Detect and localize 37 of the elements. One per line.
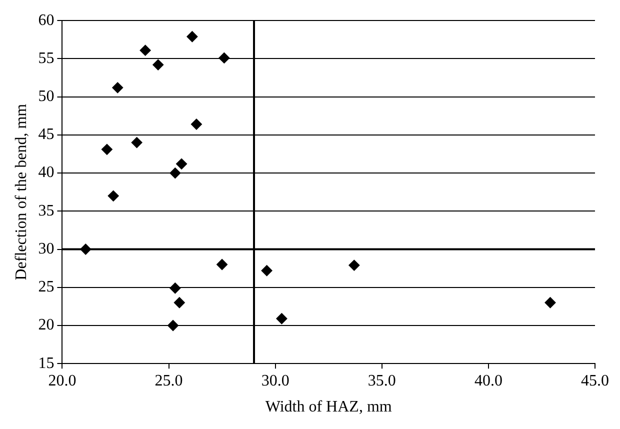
point xyxy=(131,137,142,148)
point xyxy=(544,297,556,308)
point xyxy=(112,82,124,94)
x-tick-label: 35.0 xyxy=(368,372,396,390)
point xyxy=(216,259,228,270)
y-tick-label: 25 xyxy=(38,278,54,296)
y-tick-label: 60 xyxy=(38,12,54,29)
y-tick-label: 30 xyxy=(38,240,54,258)
point xyxy=(108,190,119,202)
point xyxy=(261,265,272,276)
point xyxy=(176,158,188,170)
y-tick-label: 40 xyxy=(38,164,54,182)
x-axis-title: Width of HAZ, mm xyxy=(265,398,392,416)
point xyxy=(190,118,202,130)
x-tick-label: 25.0 xyxy=(154,372,183,390)
point xyxy=(168,320,179,331)
x-tick-label: 45.0 xyxy=(581,372,609,390)
x-tick-label: 40.0 xyxy=(474,372,502,390)
y-tick-label: 55 xyxy=(38,50,54,67)
y-tick-label: 35 xyxy=(38,202,54,220)
point xyxy=(101,144,112,155)
y-axis-title: Deflection of the bend, mm xyxy=(12,103,30,280)
point xyxy=(170,282,181,294)
point xyxy=(140,44,151,56)
point xyxy=(170,168,181,179)
point xyxy=(348,260,360,271)
y-tick-label: 20 xyxy=(38,316,54,334)
point xyxy=(276,313,288,324)
point xyxy=(218,52,230,64)
y-tick-label: 15 xyxy=(38,354,54,372)
x-tick-label: 20.0 xyxy=(48,372,76,390)
y-tick-label: 45 xyxy=(38,126,54,144)
point xyxy=(152,59,164,70)
point xyxy=(186,31,198,42)
point xyxy=(174,297,185,308)
y-tick-label: 50 xyxy=(38,88,54,106)
x-tick-label: 30.0 xyxy=(261,372,290,390)
